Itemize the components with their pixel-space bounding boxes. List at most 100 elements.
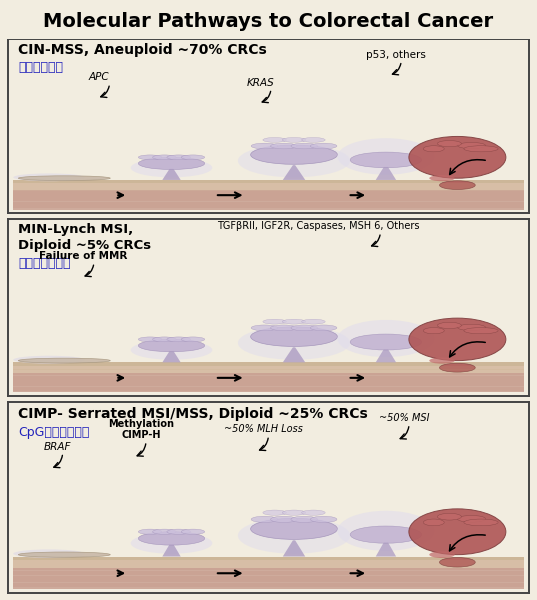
Bar [13,190,524,209]
Ellipse shape [302,510,325,515]
Ellipse shape [139,529,162,535]
Ellipse shape [263,319,286,324]
Ellipse shape [263,137,286,142]
Ellipse shape [130,533,212,554]
Ellipse shape [271,325,297,331]
Ellipse shape [464,146,498,152]
Ellipse shape [302,319,325,324]
Ellipse shape [238,326,350,360]
Ellipse shape [251,516,278,523]
Ellipse shape [139,340,205,352]
Ellipse shape [13,356,85,364]
Text: KRAS: KRAS [247,78,274,88]
Ellipse shape [409,509,506,554]
Bar [13,362,524,366]
Text: APC: APC [89,73,110,82]
Ellipse shape [153,337,176,342]
Text: Molecular Pathways to Colorectal Cancer: Molecular Pathways to Colorectal Cancer [43,12,494,31]
Ellipse shape [291,143,317,149]
Polygon shape [162,169,180,180]
Ellipse shape [130,158,212,178]
Ellipse shape [464,328,498,334]
Ellipse shape [423,146,444,152]
Text: Methylation
CIMP-H: Methylation CIMP-H [108,419,174,440]
Polygon shape [162,351,180,362]
Text: TGFβRII, IGF2R, Caspases, MSH 6, Others: TGFβRII, IGF2R, Caspases, MSH 6, Others [217,221,419,232]
Bar [13,366,524,373]
Ellipse shape [438,322,461,329]
Ellipse shape [458,324,485,331]
Ellipse shape [282,319,306,324]
Polygon shape [283,541,305,557]
Ellipse shape [251,143,278,149]
Ellipse shape [271,516,297,523]
Ellipse shape [429,358,455,364]
Ellipse shape [271,143,297,149]
Text: CIMP- Serrated MSI/MSS, Diploid ~25% CRCs: CIMP- Serrated MSI/MSS, Diploid ~25% CRC… [18,407,368,421]
Ellipse shape [458,143,485,149]
Ellipse shape [181,337,205,342]
Ellipse shape [18,552,110,557]
Ellipse shape [464,519,498,526]
Ellipse shape [282,137,306,142]
Ellipse shape [409,136,506,178]
Text: CpG岛甲基化表型: CpG岛甲基化表型 [18,426,90,439]
Ellipse shape [350,526,422,543]
Text: p53, others: p53, others [366,50,426,60]
Ellipse shape [153,529,176,535]
Polygon shape [162,544,180,557]
Ellipse shape [238,517,350,554]
Ellipse shape [181,529,205,535]
Ellipse shape [350,152,422,168]
Ellipse shape [423,328,444,334]
Ellipse shape [18,176,110,181]
Ellipse shape [439,557,475,567]
Ellipse shape [439,181,475,190]
Ellipse shape [439,363,475,372]
Polygon shape [376,542,396,557]
Ellipse shape [409,318,506,361]
Ellipse shape [337,511,434,551]
Bar [13,184,524,190]
Text: 微衛星不穩定性: 微衛星不穩定性 [18,257,71,270]
Bar [13,560,524,568]
Ellipse shape [429,175,455,181]
Ellipse shape [13,173,85,181]
Ellipse shape [282,510,306,515]
Bar [13,373,524,392]
Text: BRAF: BRAF [44,442,71,452]
Text: ~50% MLH Loss: ~50% MLH Loss [224,424,303,434]
Polygon shape [283,165,305,180]
Ellipse shape [263,510,286,515]
Ellipse shape [302,137,325,142]
Ellipse shape [181,155,205,160]
Ellipse shape [238,144,350,178]
Ellipse shape [13,550,85,558]
Ellipse shape [310,325,337,331]
Ellipse shape [139,155,162,160]
Ellipse shape [429,551,455,558]
Ellipse shape [291,516,317,523]
Bar [13,568,524,589]
Ellipse shape [167,337,191,342]
Ellipse shape [167,155,191,160]
Text: 染色體不穩定: 染色體不穩定 [18,61,63,74]
Ellipse shape [139,157,205,169]
Ellipse shape [438,140,461,146]
Ellipse shape [130,340,212,360]
Ellipse shape [350,334,422,350]
Text: CIN-MSS, Aneuploid ~70% CRCs: CIN-MSS, Aneuploid ~70% CRCs [18,43,267,58]
Ellipse shape [153,155,176,160]
Ellipse shape [337,138,434,175]
Polygon shape [376,349,396,362]
Text: ~50% MSI: ~50% MSI [379,413,429,423]
Ellipse shape [251,325,278,331]
Ellipse shape [139,337,162,342]
Polygon shape [376,167,396,180]
Text: MIN-Lynch MSI,
Diploid ~5% CRCs: MIN-Lynch MSI, Diploid ~5% CRCs [18,223,151,252]
Ellipse shape [167,529,191,535]
Ellipse shape [251,145,337,164]
Text: Failure of MMR: Failure of MMR [39,251,128,262]
Ellipse shape [139,532,205,545]
Ellipse shape [458,515,485,522]
